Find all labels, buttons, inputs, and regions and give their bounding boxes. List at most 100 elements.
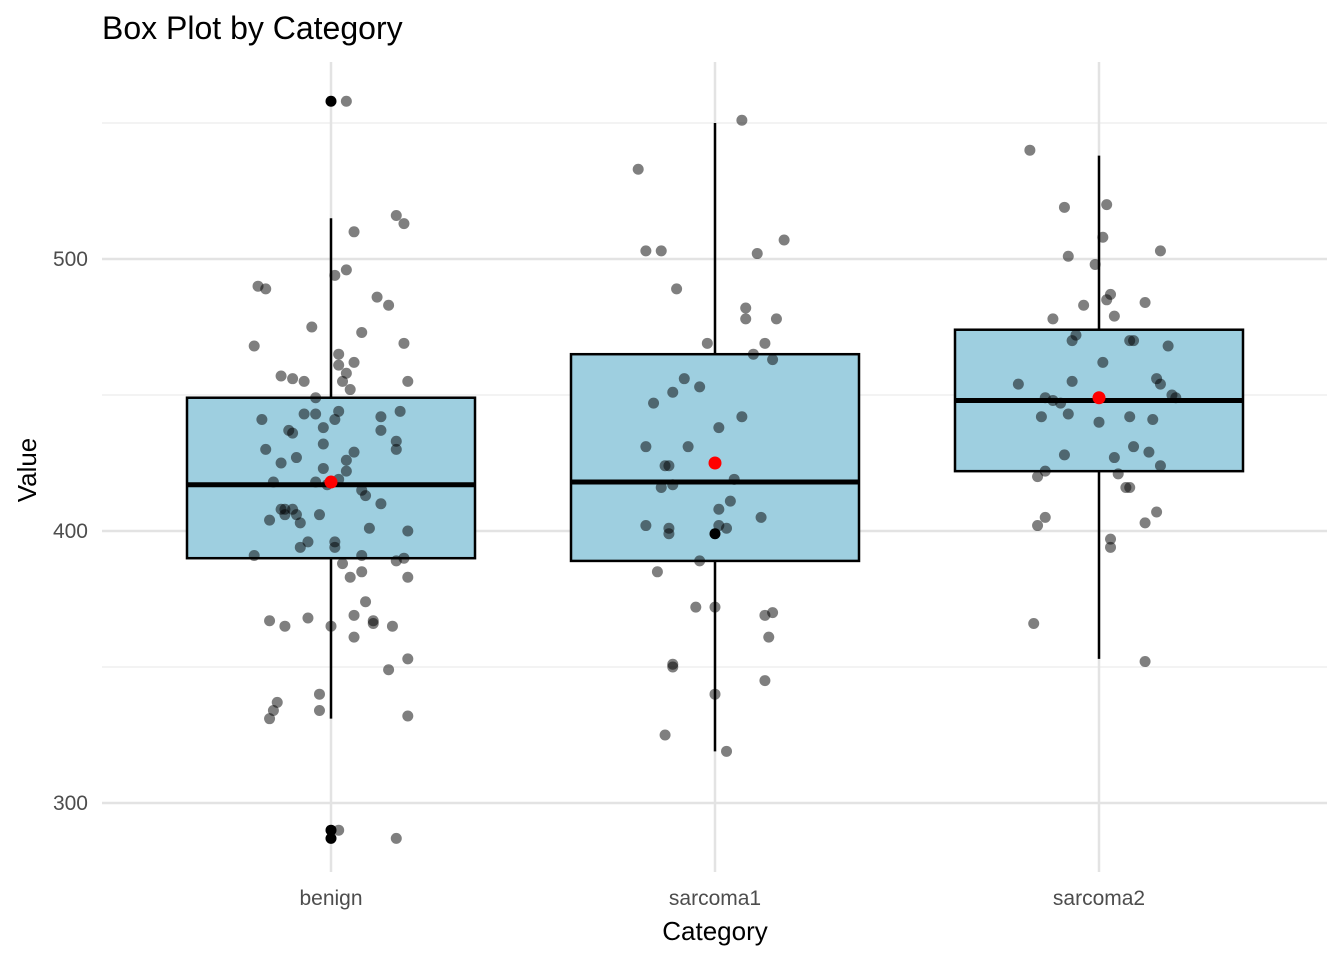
jitter-point <box>333 348 345 360</box>
jitter-point <box>1108 310 1120 322</box>
jitter-point <box>290 509 302 521</box>
jitter-point <box>1154 460 1166 472</box>
jitter-point <box>279 620 291 632</box>
jitter-point <box>682 441 694 453</box>
box-sarcoma2 <box>953 155 1245 659</box>
jitter-point <box>340 264 352 276</box>
jitter-point <box>1058 201 1070 213</box>
jitter-point <box>329 413 341 425</box>
jitter-point <box>1066 375 1078 387</box>
jitter-point <box>340 465 352 477</box>
jitter-point <box>348 631 360 643</box>
chart-title: Box Plot by Category <box>102 10 403 46</box>
jitter-point <box>264 713 276 725</box>
y-axis-title: Value <box>12 438 42 503</box>
jitter-point <box>663 528 675 540</box>
jitter-point <box>298 408 310 420</box>
jitter-point <box>770 313 782 325</box>
jitter-point <box>398 337 410 349</box>
jitter-point <box>1101 199 1113 211</box>
jitter-point <box>317 438 329 450</box>
jitter-point <box>329 541 341 553</box>
jitter-point <box>678 373 690 385</box>
mean-point <box>1092 391 1106 405</box>
jitter-point <box>1105 541 1117 553</box>
jitter-point <box>1039 511 1051 523</box>
jitter-point <box>313 705 325 717</box>
jitter-point <box>264 514 276 526</box>
y-tick-label: 300 <box>53 792 88 815</box>
jitter-point <box>337 558 349 570</box>
jitter-point <box>390 443 402 455</box>
box-sarcoma1 <box>569 123 861 752</box>
jitter-point <box>1097 356 1109 368</box>
jitter-point <box>287 373 299 385</box>
jitter-point <box>1032 471 1044 483</box>
jitter-point <box>390 209 402 221</box>
jitter-point <box>1154 378 1166 390</box>
outlier-point <box>325 832 337 844</box>
jitter-point <box>1124 411 1136 423</box>
jitter-point <box>1128 335 1140 347</box>
jitter-point <box>290 452 302 464</box>
jitter-point <box>375 411 387 423</box>
jitter-point <box>1055 397 1067 409</box>
jitter-point <box>713 503 725 515</box>
jitter-point <box>1078 299 1090 311</box>
jitter-point <box>659 729 671 741</box>
jitter-point <box>298 375 310 387</box>
jitter-point <box>356 549 368 561</box>
jitter-point <box>632 163 644 175</box>
jitter-point <box>302 612 314 624</box>
label-layer: 300 400 500 benign sarcoma1 sarcoma2 <box>53 248 1145 910</box>
jitter-point <box>260 443 272 455</box>
jitter-point <box>348 356 360 368</box>
jitter-point <box>655 481 667 493</box>
jitter-point <box>648 397 660 409</box>
jitter-point <box>1032 520 1044 532</box>
jitter-point <box>755 511 767 523</box>
jitter-point <box>317 422 329 434</box>
jitter-point <box>402 710 414 722</box>
jitter-point <box>267 476 279 488</box>
jitter-point <box>1139 297 1151 309</box>
jitter-point <box>1143 446 1155 458</box>
jitter-point <box>763 631 775 643</box>
jitter-point <box>1058 449 1070 461</box>
jitter-point <box>356 326 368 338</box>
jitter-point <box>640 520 652 532</box>
jitter-point <box>398 218 410 230</box>
jitter-point <box>1047 313 1059 325</box>
jitter-point <box>1062 408 1074 420</box>
jitter-point <box>724 495 736 507</box>
jitter-point <box>340 454 352 466</box>
jitter-point <box>275 370 287 382</box>
jitter-point <box>1093 416 1105 428</box>
jitter-point <box>371 291 383 303</box>
jitter-point <box>337 375 349 387</box>
jitter-point <box>1124 481 1136 493</box>
jitter-point <box>640 245 652 257</box>
x-tick-label: sarcoma1 <box>669 887 761 910</box>
jitter-point <box>663 460 675 472</box>
jitter-point <box>306 321 318 333</box>
jitter-point <box>736 411 748 423</box>
jitter-point <box>383 299 395 311</box>
jitter-point <box>1066 335 1078 347</box>
jitter-point <box>402 653 414 665</box>
jitter-point <box>271 696 283 708</box>
jitter-point <box>1101 294 1113 306</box>
jitter-point <box>709 601 721 613</box>
jitter-point <box>344 571 356 583</box>
jitter-point <box>778 234 790 246</box>
jitter-point <box>671 283 683 295</box>
jitter-point <box>383 664 395 676</box>
jitter-point <box>1097 231 1109 243</box>
jitter-point <box>694 555 706 567</box>
jitter-point <box>759 609 771 621</box>
jitter-point <box>694 381 706 393</box>
jitter-point <box>1147 413 1159 425</box>
jitter-point <box>340 95 352 107</box>
